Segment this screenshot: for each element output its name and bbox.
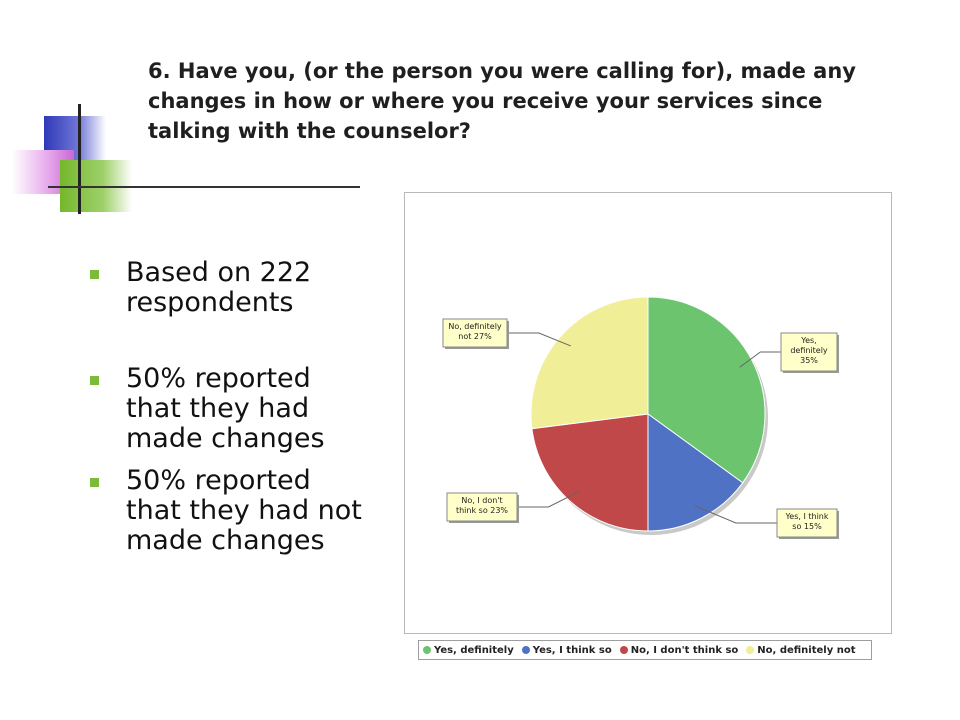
callout-text: Yes, — [800, 336, 816, 345]
legend-item: No, definitely not — [746, 645, 855, 656]
legend-dot-icon — [746, 646, 755, 654]
bullet-item-not-made-changes: 50% reported that they had not made chan… — [90, 466, 370, 556]
legend-dot-icon — [619, 646, 628, 654]
pie-chart-panel: Yes, definitely 35% Yes, I think so 15% No, I… — [404, 192, 892, 634]
decorative-vertical-line — [78, 104, 81, 214]
legend-item: Yes, definitely — [423, 645, 514, 656]
slide-title: 6. Have you, (or the person you were cal… — [148, 59, 856, 143]
legend-label: No, definitely not — [757, 644, 856, 656]
callout-text: think so 23% — [456, 506, 508, 515]
callout-text: No, definitely — [448, 322, 502, 331]
bullet-square-icon — [90, 270, 99, 279]
callout-text: No, I don't — [461, 496, 502, 505]
pie-slice-yes-i-think-so — [647, 413, 744, 532]
callout-box — [780, 332, 838, 372]
callout-text: Yes, I think — [784, 512, 828, 521]
pie-slice-no-definitely-not — [530, 296, 649, 430]
chart-legend: Yes, definitely Yes, I think so No, I don'… — [418, 640, 872, 660]
callout-box — [776, 508, 838, 538]
legend-item: No, I don't think so — [619, 644, 739, 656]
bullet-square-icon — [90, 376, 99, 385]
bullet-square-icon — [90, 478, 99, 487]
callout-text: 35% — [800, 356, 818, 365]
bullet-text: 50% reported that they had not made chan… — [126, 465, 362, 556]
callout-leader-line — [517, 490, 581, 508]
pie-slice-no-i-don-t-think-so — [531, 413, 649, 532]
bullet-list: Based on 222 respondents 50% reported th… — [90, 258, 370, 556]
callout-leader-line — [694, 505, 777, 524]
callout-text: definitely — [790, 346, 828, 355]
bullet-item-made-changes: 50% reported that they had made changes — [90, 364, 370, 454]
bullet-text: Based on 222 respondents — [126, 257, 312, 318]
title-divider-line — [48, 186, 360, 188]
pie-slice-yes-definitely — [647, 296, 766, 484]
bullet-text: 50% reported that they had made changes — [126, 363, 325, 454]
callout-leader-line — [507, 332, 571, 347]
callout-text: so 15% — [792, 522, 822, 531]
callout-leader-line — [739, 351, 781, 368]
bullet-item-respondents: Based on 222 respondents — [90, 258, 370, 318]
legend-item: Yes, I think so — [521, 644, 612, 656]
legend-label: Yes, I think so — [532, 644, 612, 656]
legend-label: Yes, definitely — [434, 644, 514, 656]
callout-box — [442, 318, 508, 348]
legend-dot-icon — [521, 646, 530, 654]
callout-text: not 27% — [458, 332, 492, 341]
callout-box — [446, 492, 518, 522]
legend-dot-icon — [423, 646, 431, 654]
legend-label: No, I don't think so — [630, 644, 739, 656]
